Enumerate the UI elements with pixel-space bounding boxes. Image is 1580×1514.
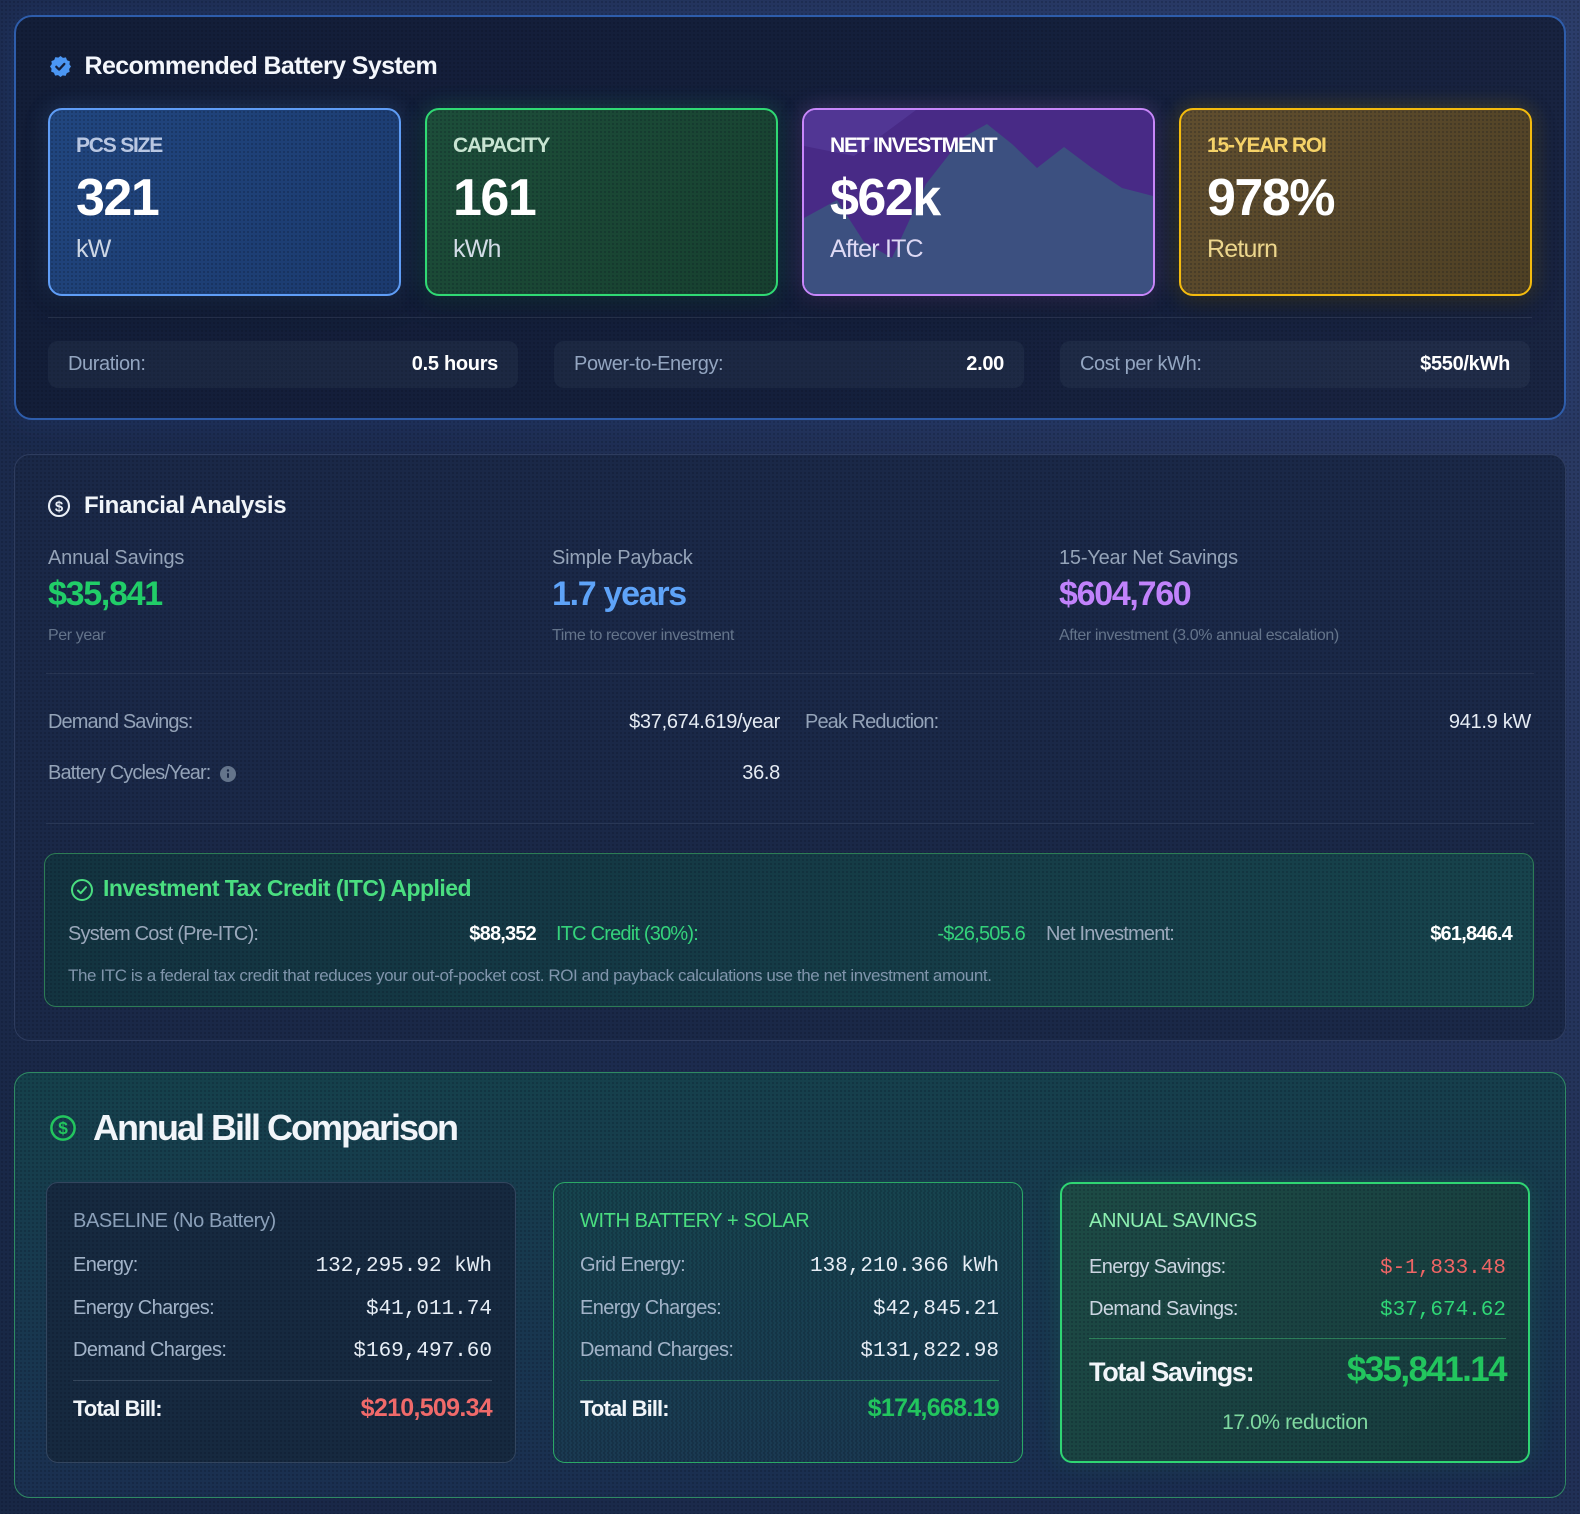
svg-text:$: $ [58,1118,68,1138]
svg-text:$: $ [55,498,64,515]
